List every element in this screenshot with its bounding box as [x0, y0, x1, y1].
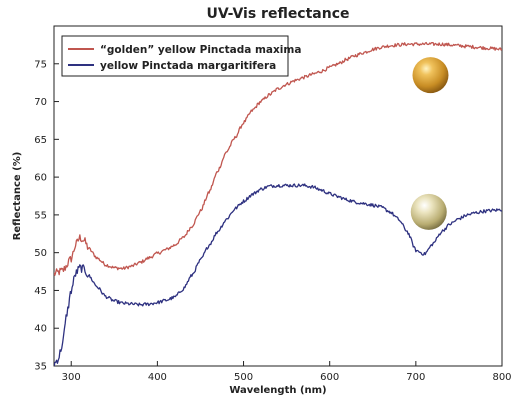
series-line-1: [54, 183, 502, 366]
legend: “golden” yellow Pinctada maxima yellow P…: [61, 35, 301, 77]
yellow-pearl-icon: [410, 193, 447, 230]
x-tick-label: 600: [320, 372, 339, 383]
x-tick-label: 800: [492, 372, 511, 383]
legend-box: [61, 35, 289, 77]
y-axis-label: Reflectance (%): [12, 152, 23, 241]
x-axis-label: Wavelength (nm): [229, 385, 326, 396]
y-tick-label: 50: [34, 248, 47, 259]
plot-frame: [53, 25, 503, 367]
legend-label-yellow: yellow Pinctada margaritifera: [100, 60, 276, 72]
x-tick-label: 300: [62, 372, 81, 383]
y-tick-label: 65: [34, 135, 47, 146]
y-tick-label: 75: [34, 59, 47, 70]
series-line-0: [54, 41, 502, 276]
x-tick-label: 700: [406, 372, 425, 383]
x-tick-label: 400: [148, 372, 167, 383]
series-layer: [54, 41, 502, 366]
chart-title: UV-Vis reflectance: [206, 6, 349, 22]
x-tick-label: 500: [234, 372, 253, 383]
y-tick-label: 60: [34, 173, 47, 184]
y-tick-label: 70: [34, 97, 47, 108]
x-axis: 300 400 500 600 700 800: [62, 361, 512, 383]
legend-label-golden: “golden” yellow Pinctada maxima: [100, 44, 301, 56]
y-tick-label: 55: [34, 210, 47, 221]
golden-pearl-icon: [412, 57, 449, 94]
y-tick-label: 45: [34, 286, 47, 297]
y-tick-label: 40: [34, 324, 47, 335]
y-axis: 35 40 45 50 55 60 65 70 75: [34, 59, 59, 373]
y-tick-label: 35: [34, 362, 47, 373]
